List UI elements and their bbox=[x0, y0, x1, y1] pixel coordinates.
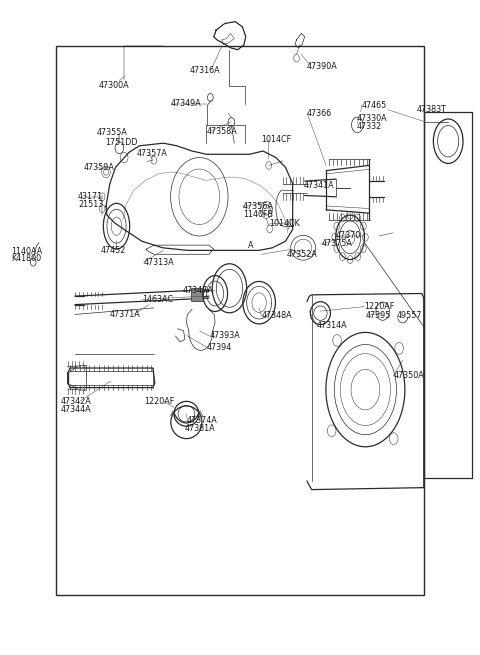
Text: 47316A: 47316A bbox=[190, 66, 220, 75]
Text: 1220AF: 1220AF bbox=[364, 302, 395, 311]
Text: 47390A: 47390A bbox=[307, 62, 338, 71]
Text: A: A bbox=[248, 241, 253, 250]
Text: 47341A: 47341A bbox=[304, 181, 334, 189]
Bar bbox=[56, 47, 424, 595]
Text: 1014CK: 1014CK bbox=[269, 219, 300, 228]
Text: 47393A: 47393A bbox=[209, 331, 240, 341]
Text: 47355A: 47355A bbox=[96, 128, 127, 138]
Text: 47366: 47366 bbox=[307, 109, 332, 118]
Text: 47314A: 47314A bbox=[317, 321, 347, 330]
Text: 47375A: 47375A bbox=[322, 239, 352, 248]
Text: 47332: 47332 bbox=[357, 122, 382, 131]
Text: 47374A: 47374A bbox=[186, 416, 217, 425]
Text: 47359A: 47359A bbox=[84, 163, 114, 172]
Text: 47383T: 47383T bbox=[417, 105, 447, 115]
Text: 47370: 47370 bbox=[336, 231, 361, 240]
Text: 47358A: 47358A bbox=[206, 127, 237, 136]
Text: 47342A: 47342A bbox=[60, 397, 91, 406]
Bar bbox=[191, 288, 203, 301]
Text: 47356A: 47356A bbox=[243, 202, 274, 211]
Text: 1751DD: 1751DD bbox=[105, 138, 138, 147]
Text: 47348A: 47348A bbox=[262, 311, 292, 320]
Text: 49557: 49557 bbox=[397, 310, 422, 320]
Text: 47349A: 47349A bbox=[170, 100, 201, 109]
Text: 43171: 43171 bbox=[77, 193, 102, 201]
Text: 47371A: 47371A bbox=[110, 310, 141, 319]
Text: 47330A: 47330A bbox=[357, 114, 387, 123]
Text: 47350A: 47350A bbox=[393, 371, 424, 381]
Text: 1140FB: 1140FB bbox=[243, 210, 273, 219]
Text: 47465: 47465 bbox=[362, 101, 387, 110]
Text: 47381A: 47381A bbox=[185, 424, 216, 434]
Text: 47347A: 47347A bbox=[182, 286, 213, 295]
Text: 47352A: 47352A bbox=[287, 250, 318, 259]
Text: 1463AC: 1463AC bbox=[143, 295, 173, 304]
Text: 47300A: 47300A bbox=[99, 81, 130, 90]
Text: 47452: 47452 bbox=[100, 246, 126, 255]
Text: 1140AA: 1140AA bbox=[11, 246, 42, 255]
Text: 21513: 21513 bbox=[79, 200, 104, 209]
Text: 47344A: 47344A bbox=[60, 405, 91, 414]
Text: 47313A: 47313A bbox=[144, 257, 174, 267]
Text: 47394: 47394 bbox=[206, 343, 232, 352]
Text: 1220AF: 1220AF bbox=[144, 397, 175, 406]
Text: 47357A: 47357A bbox=[137, 149, 168, 158]
Text: 47395: 47395 bbox=[365, 310, 391, 320]
Text: 1014CF: 1014CF bbox=[262, 136, 292, 144]
Text: K41800: K41800 bbox=[11, 254, 41, 263]
